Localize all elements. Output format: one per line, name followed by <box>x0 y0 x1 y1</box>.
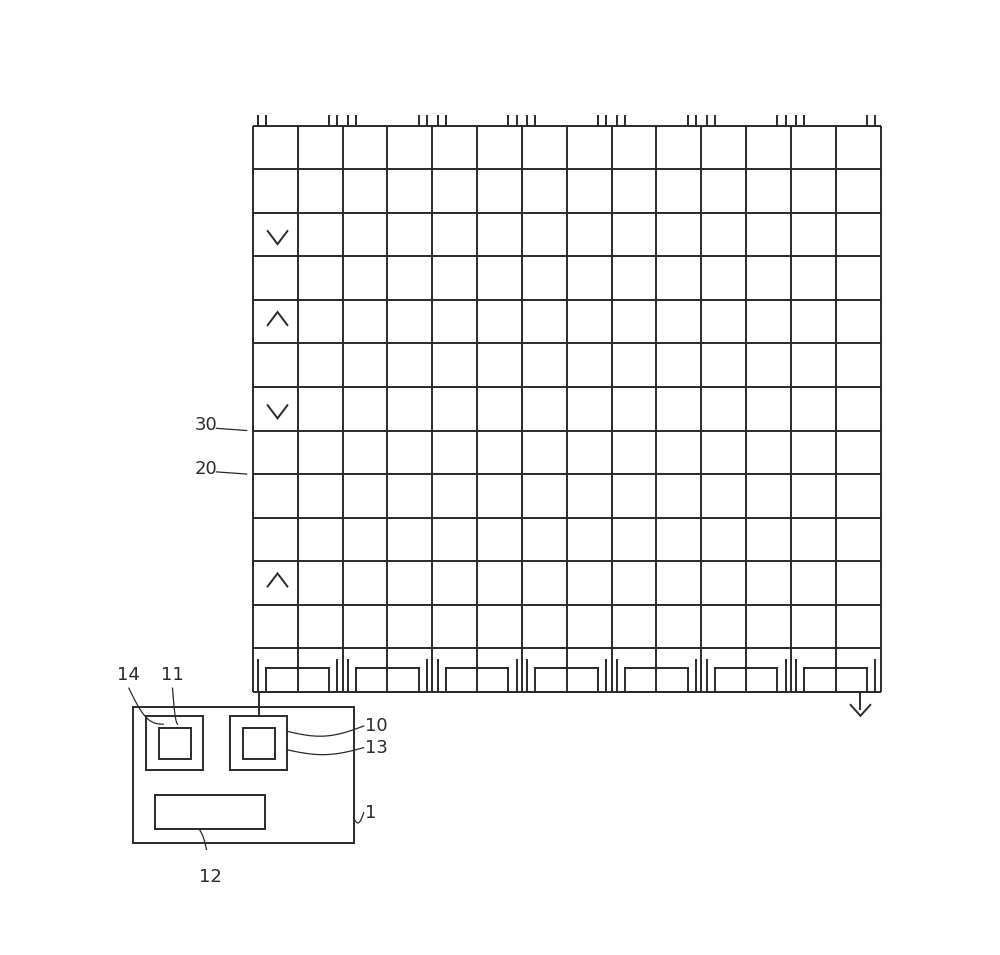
Text: 14: 14 <box>117 667 140 685</box>
Bar <box>146 716 203 771</box>
Bar <box>133 707 354 842</box>
Text: 11: 11 <box>161 667 184 685</box>
Text: 30: 30 <box>195 416 218 435</box>
Text: 1: 1 <box>365 804 377 821</box>
Text: 10: 10 <box>365 717 388 735</box>
Bar <box>243 728 275 758</box>
Text: 12: 12 <box>199 868 221 886</box>
Bar <box>159 728 191 758</box>
Text: 20: 20 <box>195 460 218 478</box>
Text: 13: 13 <box>365 738 388 756</box>
Bar <box>230 716 287 771</box>
Bar <box>155 795 265 829</box>
